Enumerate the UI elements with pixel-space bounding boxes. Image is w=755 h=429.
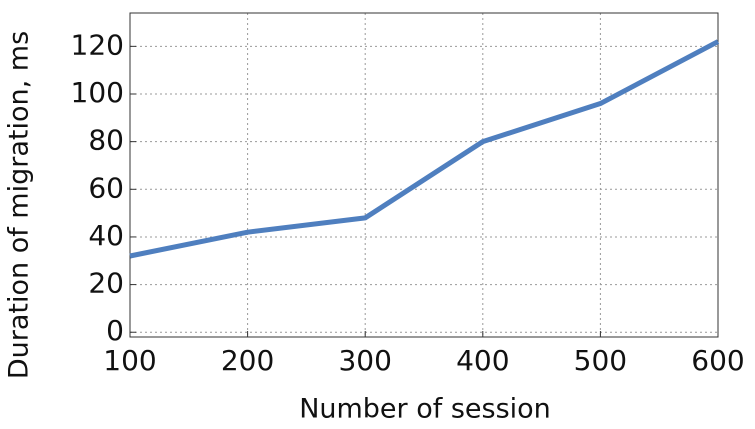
x-tick-label: 200 [221, 344, 274, 377]
data-line [129, 39, 720, 259]
plot-frame [129, 12, 719, 338]
x-tick-label: 600 [691, 344, 744, 377]
y-tick-label: 60 [88, 171, 124, 204]
x-tick-label: 500 [574, 344, 627, 377]
y-tick-label: 20 [88, 267, 124, 300]
y-tick-label: 100 [71, 76, 124, 109]
x-tick-label: 400 [456, 344, 509, 377]
y-tick-label: 0 [106, 314, 124, 347]
x-tick-label: 300 [338, 344, 391, 377]
y-axis-label: Duration of migration, ms [4, 31, 35, 379]
y-tick-label: 120 [71, 28, 124, 61]
x-tick-label: 100 [103, 344, 156, 377]
y-tick-label: 40 [88, 219, 124, 252]
x-axis-label: Number of session [299, 394, 551, 425]
y-tick-label: 80 [88, 124, 124, 157]
